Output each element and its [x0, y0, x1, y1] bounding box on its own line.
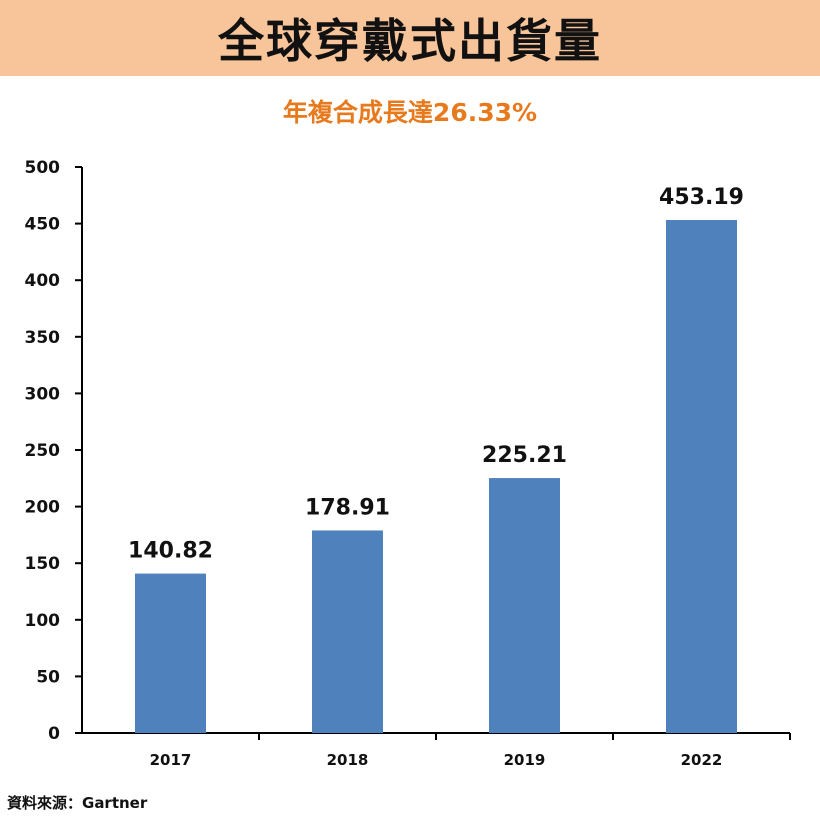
- bar: [489, 478, 560, 733]
- y-tick-label: 200: [25, 498, 61, 518]
- bar-value-label: 453.19: [659, 185, 744, 210]
- x-tick-label: 2022: [681, 751, 723, 769]
- y-tick-label: 150: [25, 554, 61, 574]
- x-tick-label: 2017: [150, 751, 192, 769]
- bar-value-label: 140.82: [128, 539, 213, 564]
- y-tick-label: 450: [25, 215, 61, 235]
- y-tick-label: 350: [25, 328, 61, 348]
- y-tick-label: 250: [25, 441, 61, 461]
- bar: [312, 530, 383, 733]
- title-banner: 全球穿戴式出貨量: [0, 0, 820, 76]
- y-tick-label: 50: [36, 667, 60, 687]
- chart-subtitle: 年複合成長達26.33%: [282, 98, 538, 127]
- y-tick-label: 500: [25, 158, 61, 178]
- x-tick-label: 2019: [504, 751, 546, 769]
- source-note: 資料來源：Gartner: [7, 794, 148, 812]
- y-tick-label: 100: [25, 611, 61, 631]
- chart-title: 全球穿戴式出貨量: [218, 14, 602, 68]
- x-tick-label: 2018: [327, 751, 369, 769]
- bar-value-label: 225.21: [482, 443, 567, 468]
- bar: [135, 573, 206, 733]
- bar: [666, 219, 737, 734]
- y-tick-label: 300: [25, 384, 61, 404]
- bar-value-label: 178.91: [305, 495, 390, 520]
- y-tick-label: 0: [48, 724, 60, 744]
- y-tick-label: 400: [25, 271, 61, 291]
